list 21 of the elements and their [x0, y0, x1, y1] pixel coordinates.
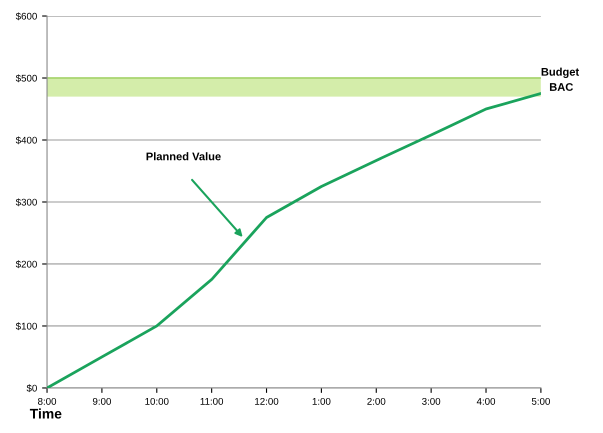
y-tick-label: $500 — [16, 74, 37, 82]
annotation: BAC — [550, 83, 573, 91]
y-tick-label: $600 — [16, 12, 37, 20]
x-tick-label: 9:00 — [92, 398, 111, 405]
x-tick-label: 5:00 — [532, 398, 550, 405]
x-tick-label: 3:00 — [422, 398, 440, 405]
x-tick-label: 12:00 — [255, 398, 278, 405]
x-axis-title: Time — [30, 408, 62, 419]
x-tick-label: 1:00 — [312, 398, 330, 405]
x-tick-label: 10:00 — [145, 398, 169, 405]
y-tick-label: $400 — [16, 136, 37, 144]
x-tick-label: 8:00 — [38, 398, 56, 405]
y-tick-label: $300 — [16, 198, 37, 206]
x-tick-label: 4:00 — [476, 398, 496, 405]
y-tick-label: $100 — [16, 322, 37, 330]
y-tick-label: $0 — [26, 384, 37, 392]
x-tick-label: 11:00 — [200, 398, 224, 405]
y-tick-label: $200 — [16, 260, 37, 268]
ref-line-label: Budget — [542, 68, 580, 78]
x-tick-label: 2:00 — [367, 398, 386, 405]
annotation: Planned Value — [146, 152, 221, 160]
